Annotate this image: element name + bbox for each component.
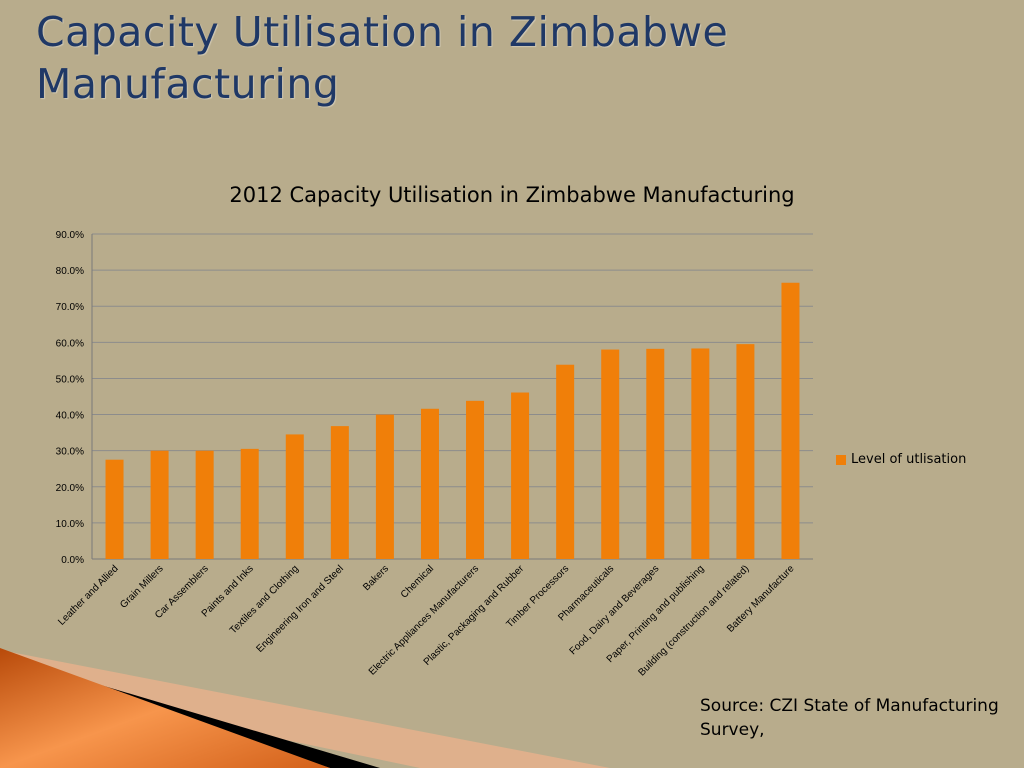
source-note: Source: CZI State of Manufacturing Surve… [700, 696, 999, 740]
y-tick-label: 60.0% [56, 338, 84, 349]
legend-swatch [836, 454, 846, 465]
legend-label: Level of utlisation [851, 452, 967, 467]
bar [646, 348, 665, 559]
bar [691, 348, 710, 559]
y-tick-label: 90.0% [56, 230, 84, 241]
y-tick-label: 20.0% [56, 483, 84, 494]
bar [736, 344, 755, 559]
bar [511, 392, 530, 559]
y-tick-label: 0.0% [61, 555, 84, 566]
bars [105, 282, 800, 559]
y-tick-label: 50.0% [56, 374, 84, 385]
bar [420, 408, 439, 559]
bar [285, 434, 304, 559]
bar [375, 414, 394, 559]
bar [601, 349, 620, 559]
bar [556, 364, 575, 559]
bar [150, 450, 169, 559]
chart-title: 2012 Capacity Utilisation in Zimbabwe Ma… [229, 183, 795, 207]
bar [330, 426, 349, 559]
orange-swoosh [0, 648, 330, 768]
peach-stripe [0, 650, 610, 768]
y-tick-label: 80.0% [56, 266, 84, 277]
y-tick-label: 30.0% [56, 447, 84, 458]
y-tick-labels: 0.0% 10.0% 20.0% 30.0% 40.0% 50.0% 60.0% 70.0% 8… [56, 230, 84, 566]
y-tick-label: 10.0% [56, 519, 84, 530]
legend: Level of utlisation [836, 452, 966, 467]
bar [195, 450, 214, 559]
slide-title: Capacity Utilisation in Zimbabwe Manufac… [36, 8, 729, 108]
bar [240, 448, 259, 559]
bar [105, 459, 124, 559]
y-tick-label: 70.0% [56, 302, 84, 313]
bar [466, 400, 485, 559]
y-tick-label: 40.0% [56, 411, 84, 422]
bar [781, 282, 800, 559]
